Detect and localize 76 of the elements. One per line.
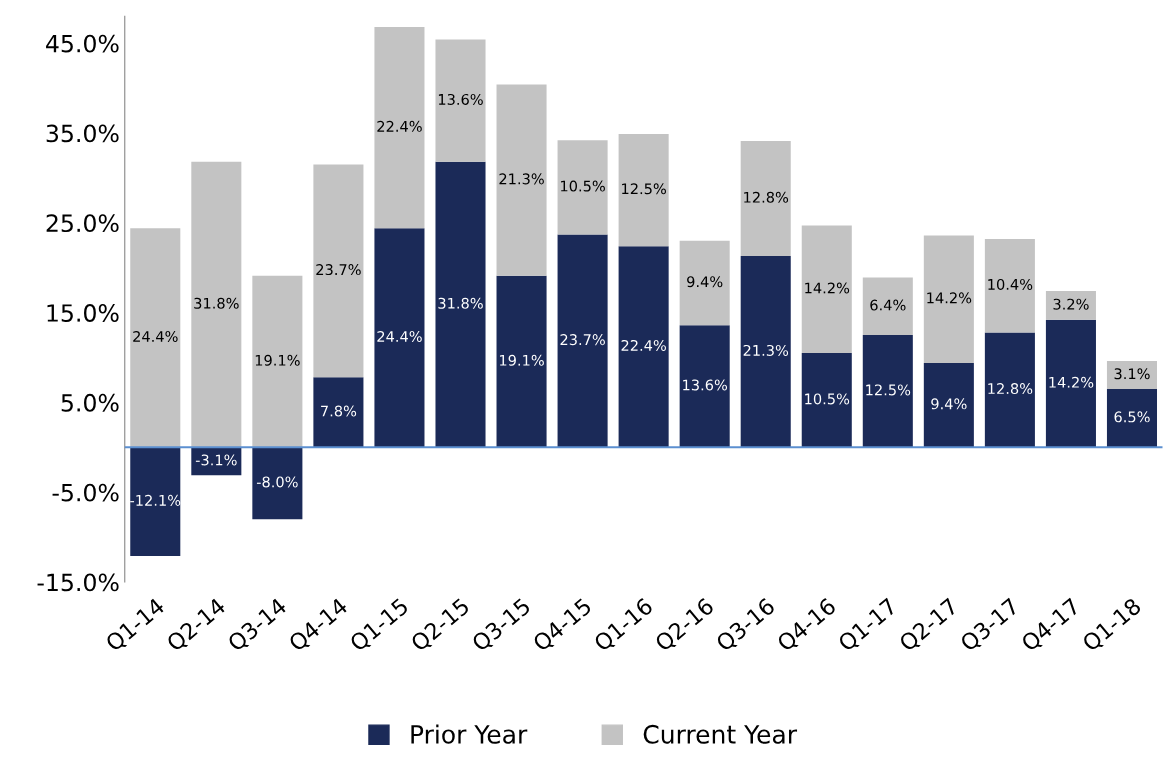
bar — [435, 161, 486, 448]
bar — [557, 234, 608, 448]
data-label: 22.4% — [621, 339, 666, 351]
data-label: 12.8% — [744, 191, 789, 203]
bar — [1045, 319, 1096, 448]
bar — [984, 332, 1035, 448]
bar — [862, 277, 913, 336]
data-label: 23.7% — [316, 264, 361, 276]
y-tick-label: -5.0% — [52, 483, 119, 502]
bar — [313, 377, 364, 448]
data-label: 19.1% — [499, 354, 544, 366]
bar — [252, 447, 303, 520]
bar — [313, 164, 364, 378]
data-label: 24.4% — [133, 330, 178, 342]
data-label: 9.4% — [931, 398, 967, 410]
data-label: 21.3% — [499, 173, 544, 185]
bar — [740, 256, 791, 448]
bar — [801, 353, 852, 448]
data-label: -8.0% — [256, 476, 298, 488]
data-label: 24.4% — [377, 330, 422, 342]
bar — [984, 238, 1035, 333]
bar — [1106, 361, 1158, 389]
bar — [923, 235, 974, 363]
bar — [435, 39, 486, 162]
data-label: 12.5% — [866, 384, 911, 396]
bar — [923, 362, 974, 448]
bar — [130, 228, 181, 448]
bar — [618, 246, 669, 448]
bar — [679, 240, 730, 326]
data-label: 10.5% — [561, 180, 605, 192]
bar — [1045, 291, 1096, 320]
data-label: 21.3% — [743, 344, 789, 356]
data-label: 19.1% — [255, 354, 300, 366]
bar — [618, 133, 669, 247]
data-label: 31.8% — [438, 297, 483, 309]
legend-label: Prior Year — [411, 724, 528, 744]
data-label: -3.1% — [195, 454, 237, 466]
data-label: 22.4% — [377, 120, 422, 132]
bar — [862, 335, 913, 448]
bar — [679, 325, 730, 448]
bar — [1106, 388, 1158, 448]
data-label: 3.2% — [1053, 298, 1089, 310]
bar — [374, 27, 425, 229]
data-label: 14.2% — [1049, 376, 1094, 388]
y-tick-label: 35.0% — [46, 124, 119, 143]
data-label: 13.6% — [683, 379, 728, 391]
bar — [557, 140, 608, 235]
data-label: 7.8% — [321, 405, 357, 417]
y-tick-label: 15.0% — [47, 304, 119, 322]
data-label: 12.8% — [988, 383, 1033, 395]
legend-label: Current Year — [643, 724, 798, 744]
bar — [496, 275, 547, 448]
data-label: 6.5% — [1114, 411, 1150, 423]
data-label: 23.7% — [560, 334, 605, 346]
data-label: 10.5% — [805, 393, 850, 405]
data-label: 31.8% — [194, 297, 239, 309]
bar — [740, 141, 791, 257]
y-tick-label: -15.0% — [37, 573, 119, 592]
data-label: 9.4% — [687, 276, 723, 288]
bar — [130, 447, 181, 556]
data-label: 6.4% — [870, 299, 906, 311]
data-label: 12.5% — [622, 183, 666, 195]
bar — [191, 447, 242, 476]
data-label: 13.6% — [438, 93, 483, 105]
bar — [374, 228, 425, 448]
y-tick-label: 45.0% — [46, 34, 119, 53]
bar — [801, 225, 852, 354]
data-label: 10.4% — [988, 278, 1033, 290]
bar — [496, 84, 547, 276]
data-label: 14.2% — [805, 282, 850, 294]
bar — [252, 275, 303, 448]
data-label: 3.1% — [1114, 368, 1150, 380]
bar — [191, 161, 242, 448]
y-tick-label: 25.0% — [46, 214, 119, 233]
data-label: 14.2% — [927, 292, 972, 304]
y-tick-label: 5.0% — [61, 393, 119, 412]
